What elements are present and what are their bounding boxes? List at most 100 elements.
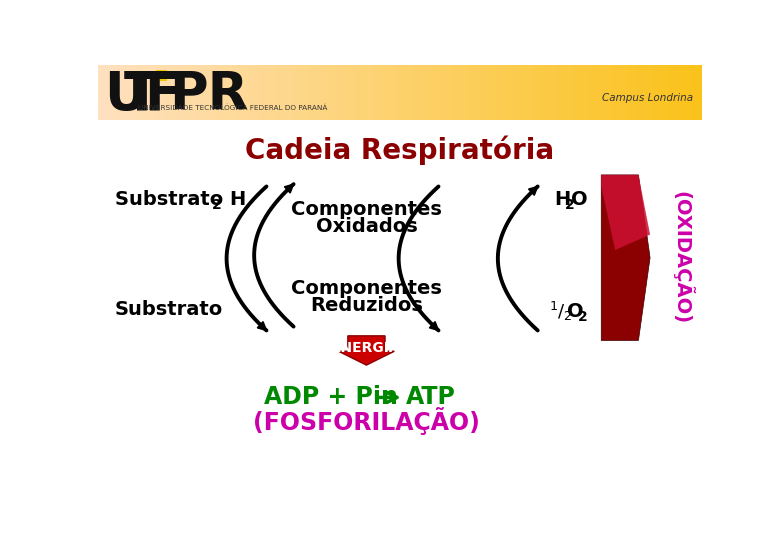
Bar bbox=[502, 65, 506, 120]
Bar bbox=[475, 65, 479, 120]
Text: ENERGIA: ENERGIA bbox=[332, 341, 401, 355]
Bar bbox=[451, 65, 455, 120]
Bar bbox=[128, 65, 132, 120]
Bar bbox=[518, 65, 521, 120]
Bar bbox=[249, 65, 253, 120]
Bar bbox=[551, 65, 555, 120]
Bar bbox=[512, 65, 516, 120]
Text: 2: 2 bbox=[578, 309, 588, 323]
Bar bbox=[357, 65, 361, 120]
Text: H: H bbox=[555, 190, 571, 209]
Bar bbox=[569, 65, 573, 120]
Bar bbox=[445, 65, 448, 120]
Bar bbox=[536, 65, 540, 120]
Polygon shape bbox=[529, 186, 537, 195]
Bar bbox=[657, 65, 661, 120]
Bar bbox=[473, 65, 476, 120]
Bar bbox=[179, 65, 183, 120]
Bar bbox=[626, 65, 630, 120]
Bar bbox=[642, 65, 645, 120]
Bar bbox=[246, 65, 250, 120]
Bar bbox=[312, 65, 316, 120]
Bar bbox=[273, 65, 277, 120]
Bar bbox=[454, 65, 458, 120]
Bar bbox=[140, 65, 144, 120]
Bar bbox=[112, 65, 116, 120]
Bar bbox=[303, 65, 307, 120]
Bar bbox=[200, 65, 204, 120]
Text: Componentes: Componentes bbox=[291, 279, 441, 298]
Bar bbox=[496, 65, 500, 120]
Bar bbox=[470, 65, 473, 120]
Polygon shape bbox=[285, 184, 293, 193]
Bar bbox=[663, 65, 666, 120]
Bar bbox=[484, 65, 488, 120]
Bar bbox=[681, 65, 685, 120]
Bar bbox=[618, 65, 621, 120]
Bar bbox=[587, 65, 591, 120]
Bar bbox=[157, 70, 167, 75]
Bar bbox=[315, 65, 319, 120]
Bar bbox=[442, 65, 446, 120]
Bar bbox=[481, 65, 485, 120]
Bar bbox=[152, 65, 156, 120]
Text: O: O bbox=[567, 302, 583, 321]
Bar bbox=[228, 65, 231, 120]
Bar bbox=[687, 65, 690, 120]
Bar bbox=[328, 65, 331, 120]
Bar bbox=[378, 65, 382, 120]
Text: ADP + Pin: ADP + Pin bbox=[264, 386, 398, 409]
Bar bbox=[539, 65, 543, 120]
Bar bbox=[279, 65, 282, 120]
Bar bbox=[623, 65, 627, 120]
Bar bbox=[418, 65, 422, 120]
Bar bbox=[98, 65, 101, 120]
Bar bbox=[167, 65, 171, 120]
FancyArrow shape bbox=[339, 336, 395, 365]
Bar bbox=[158, 65, 161, 120]
Bar bbox=[572, 65, 576, 120]
Bar bbox=[309, 65, 313, 120]
Bar bbox=[239, 65, 243, 120]
Bar bbox=[548, 65, 551, 120]
Bar bbox=[457, 65, 461, 120]
Bar bbox=[391, 65, 395, 120]
Bar bbox=[209, 65, 213, 120]
Bar bbox=[197, 65, 201, 120]
Text: O: O bbox=[571, 190, 587, 209]
Bar bbox=[615, 65, 618, 120]
Bar bbox=[349, 65, 352, 120]
Bar bbox=[252, 65, 255, 120]
Bar bbox=[647, 65, 651, 120]
Bar bbox=[644, 65, 648, 120]
Bar bbox=[542, 65, 545, 120]
Bar bbox=[563, 65, 567, 120]
Bar bbox=[693, 65, 697, 120]
Bar bbox=[324, 65, 328, 120]
Text: 2: 2 bbox=[212, 198, 222, 212]
Bar bbox=[157, 70, 167, 81]
Bar bbox=[491, 65, 495, 120]
Polygon shape bbox=[601, 175, 650, 340]
Bar bbox=[596, 65, 600, 120]
Bar bbox=[297, 65, 301, 120]
Text: 2: 2 bbox=[565, 198, 575, 212]
Text: UNIVERSIDADE TECNOLÓGICA FEDERAL DO PARANÁ: UNIVERSIDADE TECNOLÓGICA FEDERAL DO PARA… bbox=[138, 104, 327, 111]
Bar bbox=[215, 65, 219, 120]
Bar bbox=[530, 65, 534, 120]
Bar bbox=[521, 65, 524, 120]
Bar bbox=[261, 65, 264, 120]
Bar bbox=[675, 65, 679, 120]
Bar bbox=[660, 65, 664, 120]
Bar bbox=[602, 65, 606, 120]
Bar bbox=[678, 65, 682, 120]
Bar bbox=[566, 65, 569, 120]
Bar bbox=[285, 65, 289, 120]
Bar bbox=[373, 65, 376, 120]
Bar bbox=[222, 65, 225, 120]
Bar bbox=[270, 65, 274, 120]
Bar bbox=[494, 65, 497, 120]
Bar bbox=[236, 65, 240, 120]
Bar bbox=[231, 65, 234, 120]
Bar bbox=[620, 65, 624, 120]
